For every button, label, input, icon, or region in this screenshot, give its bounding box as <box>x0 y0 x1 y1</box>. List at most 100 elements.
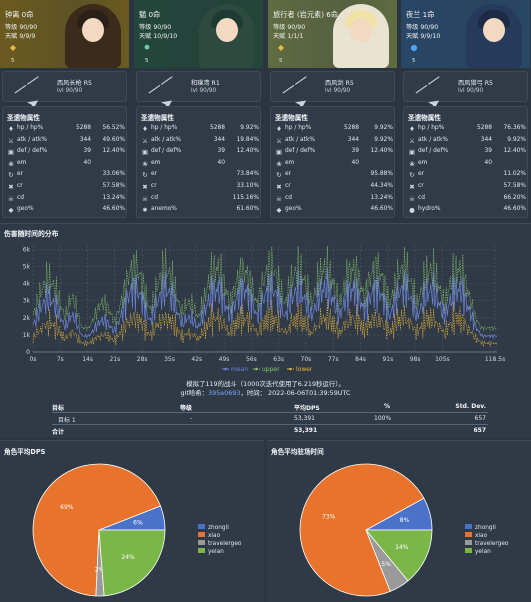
x-tick-label: 56s <box>246 356 257 363</box>
stat-flat-value: 40 <box>217 159 226 166</box>
stat-row: ⚔ atk / atk% 344 9.92% <box>275 137 393 147</box>
stat-flat-value: 40 <box>484 159 493 166</box>
stat-label: def / def% <box>285 148 316 155</box>
character-card: 夜兰 1命 等级 90/90 天赋 9/9/10 ● 5 ——➤ 西风猎弓 R5 lvl 90… <box>401 0 530 219</box>
weapon-panel: ——➤ 西风猎弓 R5 lvl 90/90 <box>403 68 528 114</box>
stat-label: anemo% <box>151 206 177 213</box>
upper-series-line <box>32 245 498 332</box>
stat-flat-value: 39 <box>351 148 360 155</box>
yelan-slice-label: 14% <box>395 544 409 551</box>
character-cards: 钟离 0命 等级 90/90 天赋 9/9/9 ◆ 5 ——➤ 西风长枪 R5 lvl 90/… <box>0 0 531 222</box>
xiao-legend-label: xiao <box>208 533 221 539</box>
travelergeo-legend-swatch <box>198 540 205 545</box>
artifact-stats-title: 圣遗物属性 <box>141 114 174 122</box>
stat-percent-value: 33.10% <box>236 183 259 189</box>
header-level: 等级 <box>180 405 193 412</box>
travelergeo-slice-label: 5% <box>381 561 391 568</box>
zhongli-legend-swatch <box>465 524 472 529</box>
weapon-name: 西风剑 R5 <box>325 80 354 87</box>
git-hash-link[interactable]: 395e0693 <box>208 389 241 397</box>
def-icon: ▣ <box>275 148 283 157</box>
upper-legend-marker <box>255 367 258 371</box>
stat-label: em <box>418 159 428 166</box>
stat-percent-value: 57.58% <box>102 183 125 189</box>
stat-flat-value: 39 <box>83 148 92 155</box>
stat-label: atk / atk% <box>418 136 448 143</box>
stat-row: ❀ em 40 <box>141 160 259 170</box>
character-name: 夜兰 1命 <box>406 10 435 19</box>
avg-dps-title: 角色平均DPS <box>4 448 46 456</box>
character-talent: 天赋 9/9/10 <box>406 33 441 40</box>
header-divider <box>52 412 488 413</box>
zhongli-slice-label: 8% <box>400 517 410 524</box>
stat-row: ● hydro% 46.60% <box>408 206 526 216</box>
xiao-legend-swatch <box>198 532 205 537</box>
stat-label: cd <box>17 194 24 201</box>
character-talent: 天赋 10/9/10 <box>139 33 178 40</box>
mean-legend-marker <box>224 367 227 371</box>
stat-label: em <box>285 159 295 166</box>
header-target: 目标 <box>52 405 65 412</box>
hp-icon: ♦ <box>276 125 282 133</box>
artifact-stats-panel: 圣遗物属性 ♦ hp / hp% 5288 9.92% ⚔ atk / atk% 344 19.… <box>136 106 261 218</box>
stat-flat-value: 5288 <box>76 125 91 131</box>
hp-icon: ♦ <box>8 125 14 133</box>
stat-label: hydro% <box>418 206 441 213</box>
damage-distribution-panel: 伤害随时间的分布 0 1k 2k 3k 4k 5k 6k 0s 7s 14s 21s 28s 35s 42… <box>0 223 531 438</box>
stat-flat-value: 40 <box>351 159 360 166</box>
anemo-icon: ✸ <box>142 206 148 215</box>
stat-row: ✖ cr 44.34% <box>275 183 393 193</box>
stat-label: er <box>285 171 292 178</box>
stat-percent-value: 9.92% <box>374 125 393 131</box>
geo-element-icon: ◆ <box>277 43 285 52</box>
stat-label: em <box>151 159 161 166</box>
stat-row: ↻ er 73.84% <box>141 171 259 181</box>
yelan-legend-label: yelan <box>475 549 491 555</box>
constellation-count: 5 <box>279 58 283 64</box>
stat-label: cr <box>151 183 157 189</box>
stat-flat-value: 5288 <box>210 125 225 131</box>
stat-label: geo% <box>285 206 302 213</box>
stat-percent-value: 61.60% <box>236 206 259 213</box>
hp-icon: ♦ <box>142 125 148 133</box>
stat-percent-value: 44.34% <box>370 183 393 189</box>
def-icon: ▣ <box>7 148 15 157</box>
cd-icon: ☠ <box>8 194 14 203</box>
cr-icon: ✖ <box>409 183 415 191</box>
stat-label: cd <box>285 194 292 201</box>
distribution-title: 伤害随时间的分布 <box>4 230 59 238</box>
row-percent: 100% <box>374 415 392 422</box>
stat-label: er <box>17 171 24 178</box>
stat-row: ♦ hp / hp% 5288 56.52% <box>7 125 125 135</box>
stat-percent-value: 66.20% <box>503 194 526 201</box>
stat-flat-value: 39 <box>484 148 493 155</box>
stat-row: ↻ er 33.06% <box>7 171 125 181</box>
stat-row: ✸ anemo% 61.60% <box>141 206 259 216</box>
artifact-stats-panel: 圣遗物属性 ♦ hp / hp% 5288 76.36% ⚔ atk / atk% 344 9.… <box>403 106 528 218</box>
stat-label: hp / hp% <box>151 125 178 131</box>
total-avg-dps: 53,391 <box>294 427 318 434</box>
weapon-level: lvl 90/90 <box>57 88 83 94</box>
stat-percent-value: 9.92% <box>507 136 526 143</box>
character-card: 钟离 0命 等级 90/90 天赋 9/9/9 ◆ 5 ——➤ 西风长枪 R5 lvl 90/… <box>0 0 129 219</box>
character-card: 旅行者 (岩元素) 6命 等级 90/90 天赋 1/1/1 ◆ 5 ——➤ 西风剑 R5 l… <box>268 0 397 219</box>
x-tick-label: 84s <box>355 356 366 363</box>
stat-percent-value: 13.24% <box>370 194 393 201</box>
stat-row: ↻ er 95.88% <box>275 171 393 181</box>
weapon-icon: ——➤ <box>276 68 312 115</box>
stat-percent-value: 13.24% <box>102 194 125 201</box>
upper-legend-label: upper <box>262 366 280 373</box>
xiao-legend-label: xiao <box>475 533 488 539</box>
character-level: 等级 90/90 <box>139 24 172 31</box>
character-face <box>82 18 104 42</box>
weapon-panel: ——➤ 和璞鸢 R1 lvl 90/90 <box>136 68 261 114</box>
stat-row: ♦ hp / hp% 5288 9.92% <box>275 125 393 135</box>
row-target: 目标 1 <box>58 417 76 424</box>
zhongli-legend-swatch <box>198 524 205 529</box>
character-portrait <box>134 0 263 68</box>
weapon-level: lvl 90/90 <box>191 88 217 94</box>
artifact-stats-panel: 圣遗物属性 ♦ hp / hp% 5288 9.92% ⚔ atk / atk% 344 9.9… <box>270 106 395 218</box>
stat-flat-value: 5288 <box>344 125 359 131</box>
build-time: ，时间： 2022-06-06T01:39:59UTC <box>240 389 351 397</box>
x-tick-label: 70s <box>301 356 312 363</box>
